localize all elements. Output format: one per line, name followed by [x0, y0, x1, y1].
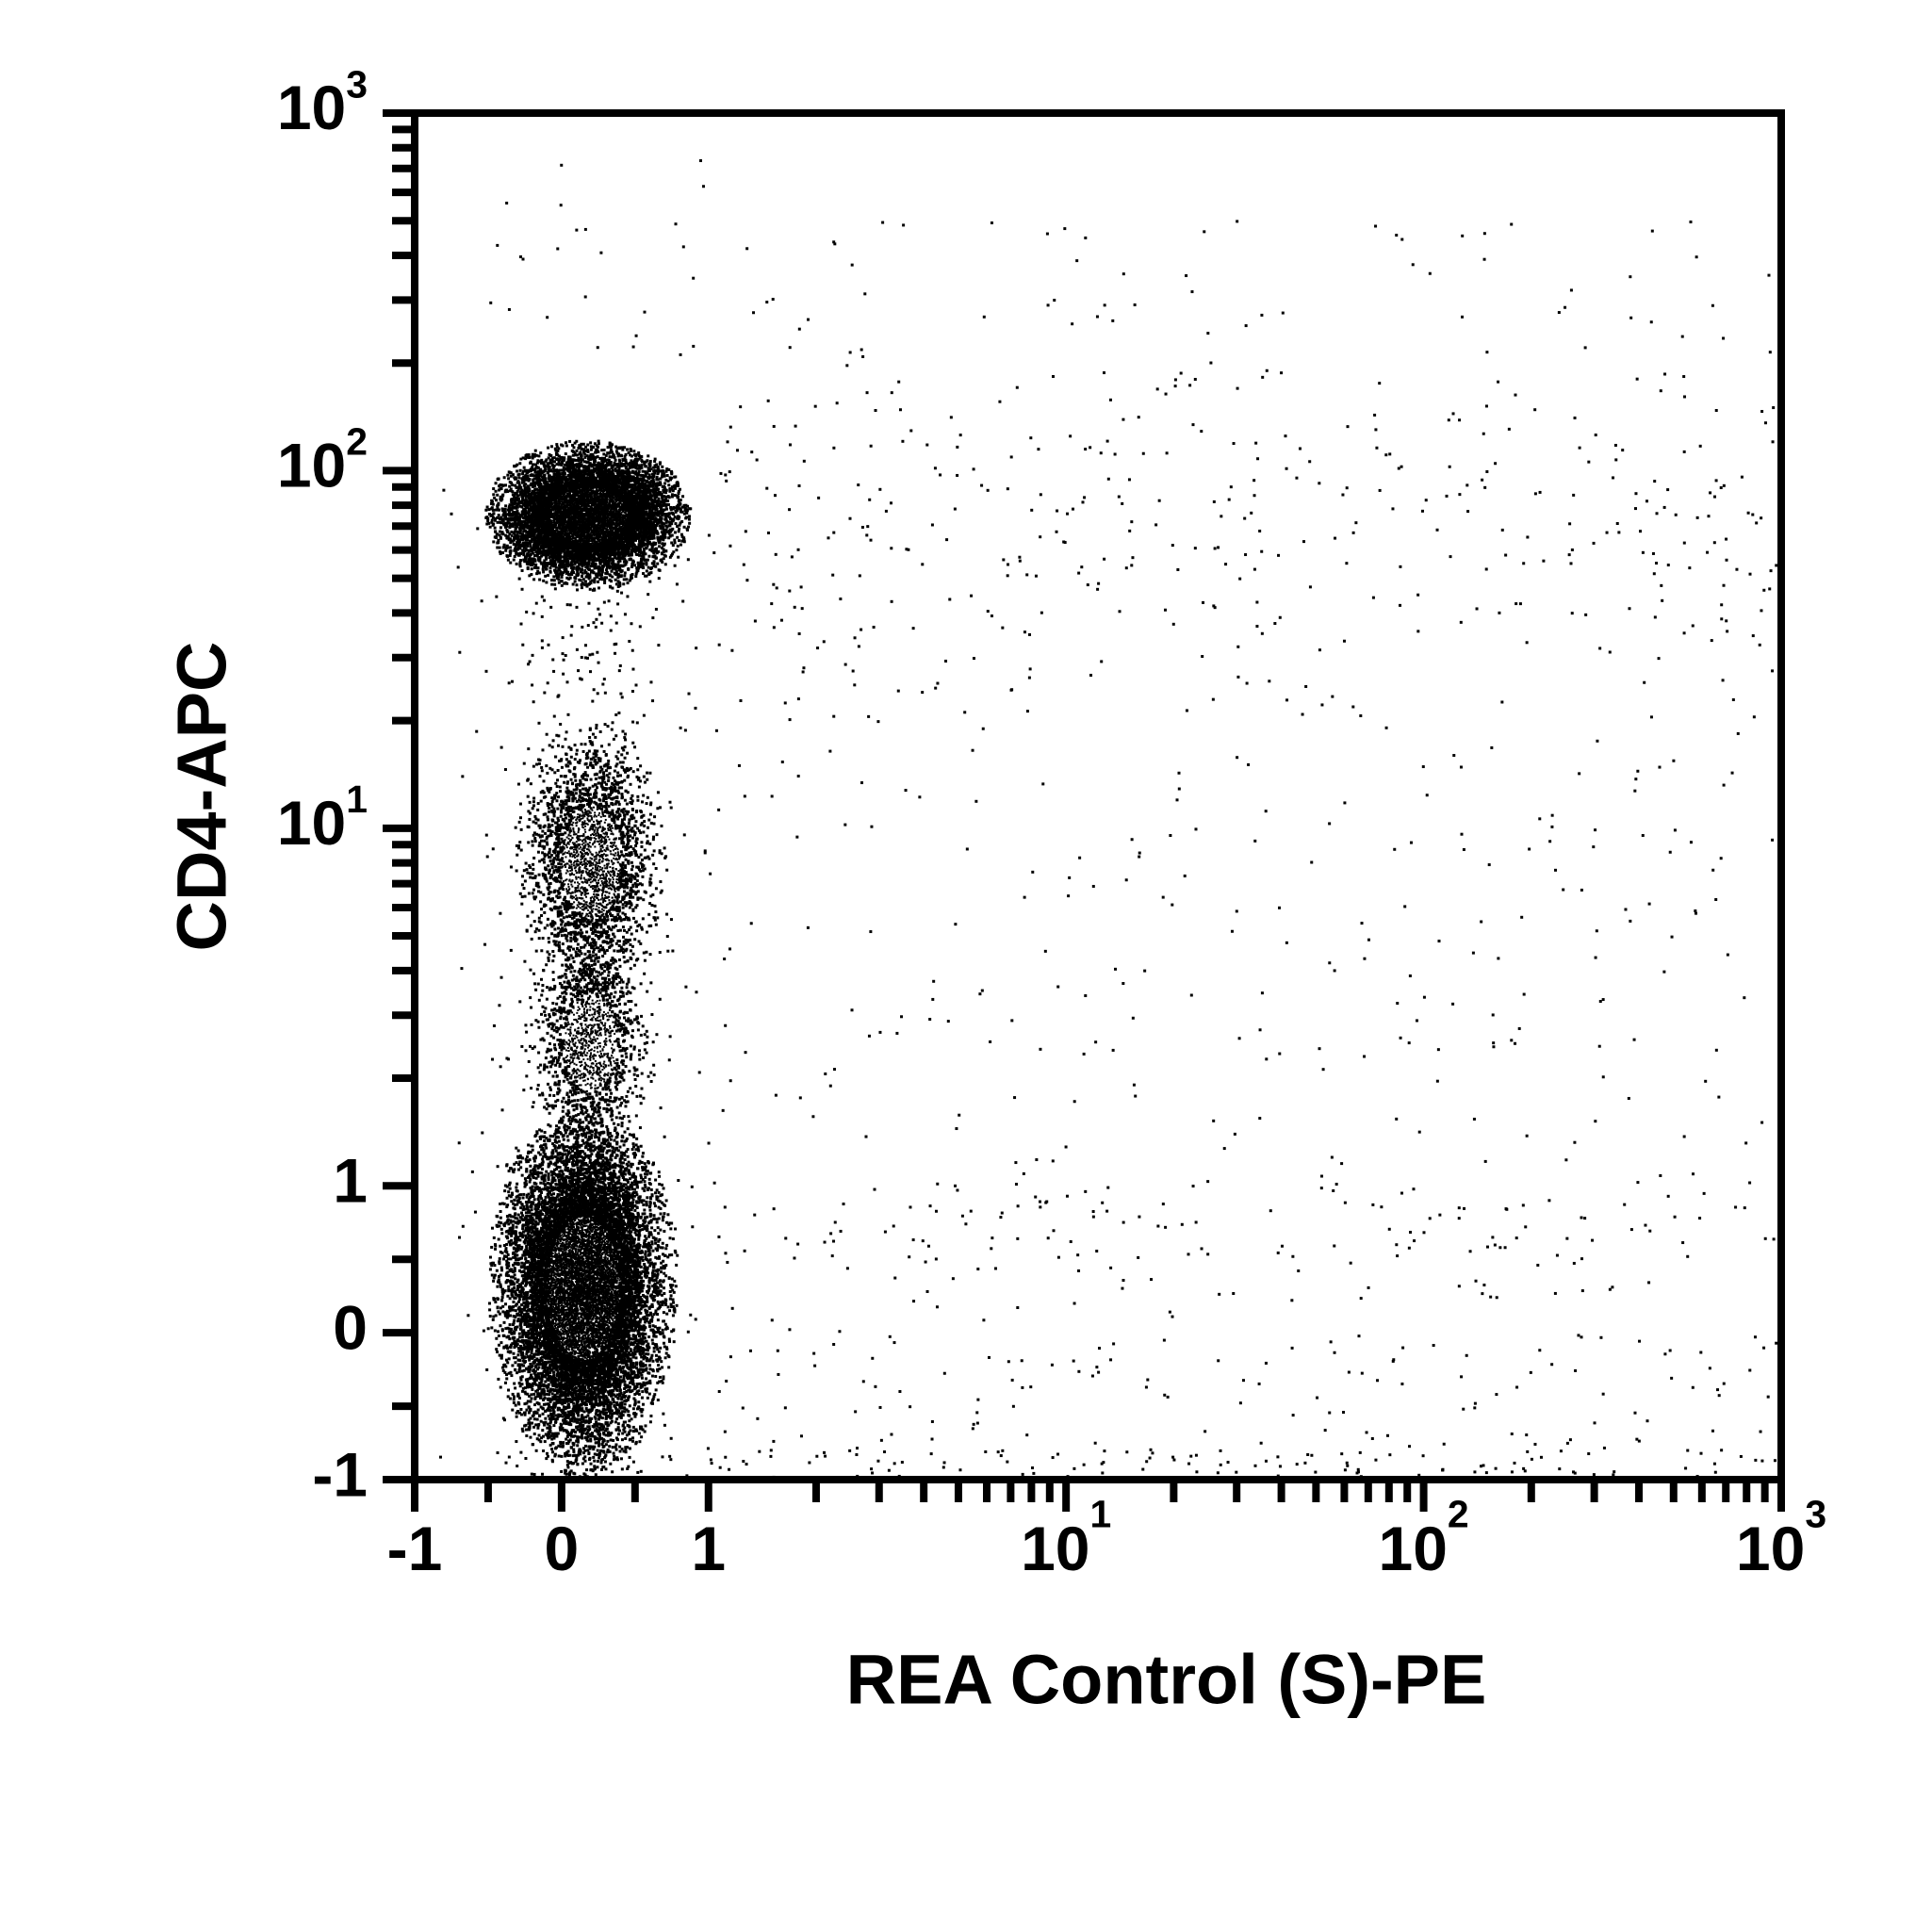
flow-cytometry-plot: -1-10011101101102102103103REA Control (S…	[0, 0, 1932, 1932]
x-axis-label: REA Control (S)-PE	[846, 1641, 1487, 1719]
y-tick-label: 101	[277, 778, 368, 858]
y-tick-label: 0	[333, 1293, 368, 1363]
y-tick-label: 1	[333, 1146, 368, 1216]
y-tick-label: -1	[312, 1439, 368, 1509]
x-tick-label: -1	[387, 1514, 443, 1583]
y-tick-label: 102	[277, 420, 368, 500]
plot-svg: -1-10011101101102102103103REA Control (S…	[0, 0, 1932, 1932]
y-tick-label: 103	[277, 62, 368, 142]
x-tick-label: 1	[691, 1514, 726, 1583]
y-axis-label: CD4-APC	[163, 642, 241, 952]
x-tick-label: 0	[545, 1514, 580, 1583]
